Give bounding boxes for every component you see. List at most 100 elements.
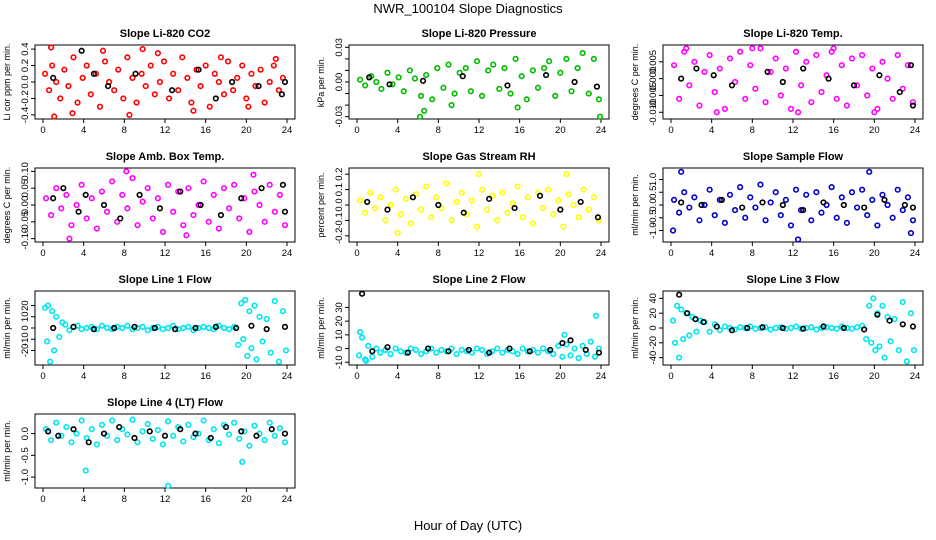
data-point xyxy=(210,191,217,199)
y-tick-label: 30 xyxy=(334,302,345,313)
data-point xyxy=(98,188,106,195)
panel-title: Slope Sample Flow xyxy=(743,151,844,163)
data-point xyxy=(246,228,253,236)
data-point xyxy=(142,83,149,90)
data-point xyxy=(242,296,249,304)
data-point xyxy=(585,206,592,213)
series-data xyxy=(42,168,289,242)
data-point xyxy=(133,99,140,106)
data-point xyxy=(440,84,447,91)
y-tick-label: -0.1 xyxy=(334,212,345,228)
data-point xyxy=(363,357,370,364)
data-point xyxy=(217,54,225,61)
data-point xyxy=(109,417,116,424)
data-point xyxy=(177,188,184,195)
data-point xyxy=(159,228,167,236)
data-point xyxy=(417,92,425,99)
x-tick-label: 20 xyxy=(869,248,880,259)
data-point xyxy=(129,74,136,81)
data-point xyxy=(721,323,728,330)
y-axis-label: ml/min per min. xyxy=(630,297,640,359)
data-point xyxy=(706,328,713,335)
x-tick-label: 8 xyxy=(750,248,755,259)
data-point xyxy=(787,105,795,113)
data-point xyxy=(896,88,903,96)
x-tick-label: 12 xyxy=(474,248,485,259)
data-point xyxy=(365,342,372,349)
data-point xyxy=(752,204,759,211)
data-point xyxy=(592,312,600,319)
x-tick-label: 0 xyxy=(668,371,673,382)
data-point xyxy=(706,51,713,59)
x-tick-label: 16 xyxy=(200,125,211,136)
y-tick-label: 0.05 xyxy=(20,179,31,198)
data-point xyxy=(757,181,764,188)
data-point xyxy=(115,66,122,73)
data-point xyxy=(212,323,219,330)
data-point xyxy=(700,318,707,326)
data-point xyxy=(747,194,754,201)
panel-10: Slope Line 4 (LT) Flow ml/min per min. 0 4 8… xyxy=(2,397,296,505)
data-point xyxy=(243,95,250,102)
panel-title: Slope Line 2 Flow xyxy=(433,274,526,286)
data-point xyxy=(794,236,802,243)
data-point xyxy=(47,358,54,365)
x-tick-label: 4 xyxy=(81,125,86,136)
data-point xyxy=(134,439,141,446)
data-point xyxy=(244,352,251,360)
data-point xyxy=(156,205,164,212)
data-point xyxy=(73,430,80,437)
data-point xyxy=(411,75,419,82)
x-tick-label: 20 xyxy=(241,125,252,136)
panel-4: Slope Amb. Box Temp. degrees C per min. 0 4… xyxy=(2,151,296,259)
data-point xyxy=(96,103,104,110)
panel-7: Slope Line 1 Flow ml/min per min. 0 4 8 12 16 2… xyxy=(2,274,296,382)
y-tick-label: -0.2 xyxy=(20,90,31,106)
data-point xyxy=(70,426,77,433)
data-point xyxy=(458,189,465,196)
data-point xyxy=(850,82,858,89)
data-point xyxy=(843,219,850,226)
data-point xyxy=(686,204,693,211)
data-point xyxy=(524,194,531,201)
data-point xyxy=(590,194,597,201)
data-point xyxy=(792,48,800,55)
y-tick-label: -1.0 xyxy=(648,222,659,238)
data-point xyxy=(848,55,856,62)
data-point xyxy=(565,191,572,198)
data-point xyxy=(240,336,247,343)
data-point xyxy=(147,62,154,69)
data-point xyxy=(909,217,917,224)
data-point xyxy=(93,326,100,333)
data-point xyxy=(536,192,544,199)
data-point xyxy=(409,194,417,201)
y-axis-label: ml/min per min. xyxy=(2,297,12,359)
data-point xyxy=(864,92,871,99)
data-point xyxy=(519,345,526,352)
data-point xyxy=(144,185,151,192)
data-point xyxy=(429,96,436,103)
data-point xyxy=(263,326,270,333)
data-point xyxy=(692,316,699,323)
data-point xyxy=(151,324,158,332)
data-point xyxy=(453,350,460,358)
data-point xyxy=(843,102,850,109)
data-point xyxy=(434,65,441,72)
data-point xyxy=(225,431,233,438)
data-point xyxy=(372,204,379,212)
y-tick-label: 0.10 xyxy=(20,162,31,181)
x-tick-label: 12 xyxy=(160,371,171,382)
data-point xyxy=(800,65,807,72)
data-point xyxy=(557,206,564,213)
data-point xyxy=(484,206,491,213)
data-point xyxy=(220,185,228,192)
data-point xyxy=(195,430,202,437)
data-point xyxy=(45,87,53,94)
data-point xyxy=(58,205,65,212)
y-tick-label: -20 xyxy=(648,336,659,350)
data-point xyxy=(139,323,146,330)
data-point xyxy=(904,194,911,201)
data-point xyxy=(693,328,700,335)
data-point xyxy=(236,215,243,222)
data-point xyxy=(863,336,870,343)
